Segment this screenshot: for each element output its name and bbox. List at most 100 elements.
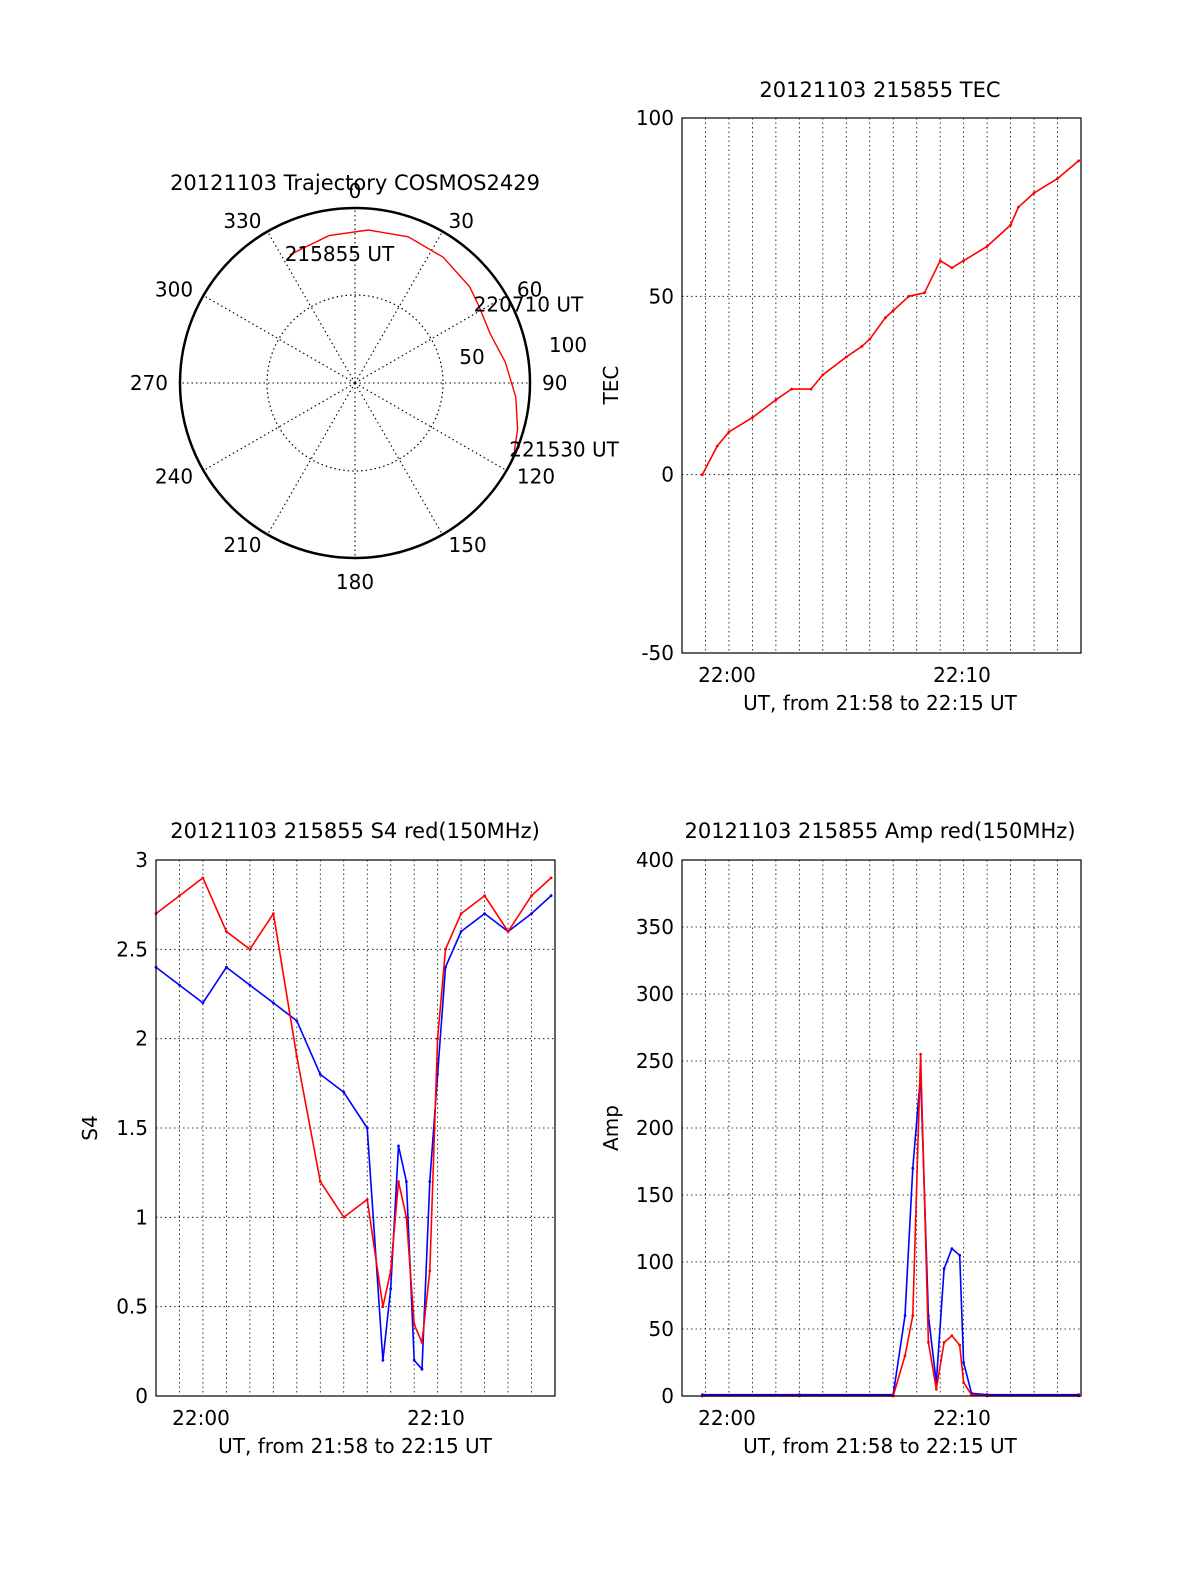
- p3-data-point: [201, 1001, 205, 1005]
- p3-data-point: [381, 1305, 385, 1309]
- p2-data-point: [700, 473, 704, 477]
- polar-angle-label: 90: [542, 371, 567, 395]
- p4-y-tick-label: 0: [661, 1384, 674, 1408]
- polar-spoke: [354, 382, 443, 535]
- p3-y-tick-label: 1: [135, 1205, 148, 1229]
- amp-title: 20121103 215855 Amp red(150MHz): [684, 819, 1075, 843]
- p3-data-point: [428, 1269, 432, 1273]
- p3-data-point: [483, 912, 486, 915]
- p3-data-point: [318, 1180, 322, 1183]
- p4-data-point: [919, 1052, 922, 1056]
- polar-grid: [180, 208, 530, 558]
- p4-y-tick-label: 100: [636, 1250, 674, 1274]
- polar-time-label: 215855 UT: [285, 242, 395, 266]
- p3-data-point: [389, 1287, 393, 1291]
- p3-data-point: [248, 983, 252, 987]
- p3-data-point: [397, 1144, 400, 1148]
- polar-radial-label-100: 100: [549, 333, 587, 357]
- p3-data-point: [530, 912, 533, 915]
- p3-data-point: [272, 912, 275, 915]
- tec-plot-frame: [681, 117, 1082, 654]
- p2-data-point: [821, 373, 825, 377]
- polar-angle-labels: 0 30 60 90 120 150 180 210 240 270 300 330: [130, 179, 568, 594]
- p4-data-point: [970, 1393, 973, 1397]
- p2-y-tick-label: 100: [636, 106, 674, 130]
- p2-y-tick-label: 0: [661, 463, 674, 487]
- polar-radial-label-50: 50: [459, 345, 484, 369]
- amp-y-ticks: 0 50 100 150 200 250 300 350 400: [636, 848, 674, 1408]
- p4-data-point: [958, 1343, 962, 1347]
- p2-data-point: [884, 316, 887, 320]
- polar-angle-label: 120: [517, 465, 555, 489]
- polar-angle-label: 180: [336, 570, 374, 594]
- polar-title: 20121103 Trajectory COSMOS2429: [170, 171, 540, 195]
- p3-data-point: [342, 1090, 346, 1094]
- p2-data-point: [985, 245, 989, 248]
- p3-data-point: [178, 983, 181, 987]
- p3-data-point: [444, 965, 447, 969]
- p3-data-point: [506, 930, 510, 933]
- p3-data-point: [412, 1323, 416, 1326]
- p3-data-point: [272, 1001, 275, 1005]
- p2-data-point: [751, 416, 754, 419]
- p3-data-point: [405, 1215, 408, 1219]
- p2-data-point: [727, 430, 731, 434]
- p3-data-point: [420, 1341, 424, 1344]
- p3-data-point: [225, 930, 228, 933]
- tec-series: [700, 159, 1081, 477]
- s4-y-ticks: 0 0.5 1 1.5 2 2.5 3: [116, 848, 148, 1408]
- p4-data-point: [942, 1267, 946, 1271]
- p4-data-point: [942, 1341, 946, 1344]
- p2-series-line-0: [701, 160, 1080, 476]
- polar-angle-label: 0: [349, 179, 362, 203]
- polar-angle-label: 330: [223, 209, 261, 233]
- s4-x-label: UT, from 21:58 to 22:15 UT: [218, 1434, 493, 1458]
- p3-data-point: [549, 876, 553, 880]
- p4-data-point: [962, 1361, 965, 1364]
- p2-data-point: [891, 309, 895, 312]
- polar-spoke: [203, 295, 356, 384]
- p3-data-point: [397, 1180, 400, 1183]
- p3-y-tick-label: 0.5: [116, 1295, 148, 1319]
- p2-data-point: [1077, 159, 1081, 163]
- p2-data-point: [790, 387, 793, 391]
- p4-data-point: [950, 1334, 954, 1338]
- p2-data-point: [809, 387, 813, 391]
- polar-trajectory-line: [289, 229, 519, 451]
- polar-angle-label: 270: [130, 371, 168, 395]
- p3-data-point: [365, 1126, 369, 1130]
- p3-data-point: [342, 1215, 346, 1219]
- p3-data-point: [365, 1198, 369, 1201]
- amp-y-label: Amp: [599, 1105, 623, 1151]
- p3-data-point: [405, 1180, 408, 1183]
- polar-angle-label: 210: [223, 533, 261, 557]
- tec-title: 20121103 215855 TEC: [759, 78, 1000, 102]
- polar-ring-50: [266, 294, 444, 472]
- polar-angle-label: 60: [517, 278, 542, 302]
- p3-data-point: [530, 894, 533, 898]
- tec-x-tick-1: 22:00: [698, 663, 756, 687]
- p4-y-tick-label: 400: [636, 848, 674, 872]
- p4-data-point: [934, 1387, 938, 1391]
- p3-data-point: [549, 894, 553, 898]
- p3-data-point: [318, 1073, 322, 1076]
- p2-data-point: [1017, 205, 1020, 209]
- p4-data-point: [903, 1314, 907, 1317]
- p3-data-point: [295, 1055, 299, 1058]
- polar-trajectory: 215855 UT 220710 UT 221530 UT: [285, 229, 620, 462]
- p4-series-line-1: [702, 1053, 1079, 1397]
- polar-angle-label: 150: [449, 533, 487, 557]
- p3-y-tick-label: 2: [135, 1027, 148, 1051]
- p3-data-point: [201, 876, 205, 880]
- tec-y-ticks: 100 50 0 -50: [636, 106, 674, 665]
- s4-title: 20121103 215855 S4 red(150MHz): [170, 819, 540, 843]
- amp-plot-frame: [681, 859, 1082, 1397]
- p3-data-point: [436, 1037, 439, 1041]
- p4-data-point: [903, 1354, 907, 1358]
- p3-data-point: [483, 894, 486, 898]
- p2-data-point: [868, 337, 872, 341]
- tec-panel: 20121103 215855 TEC 100 50 0 -50 22:00 22:1…: [599, 78, 1082, 715]
- s4-plot-frame: [155, 859, 556, 1397]
- p3-y-tick-label: 2.5: [116, 937, 148, 961]
